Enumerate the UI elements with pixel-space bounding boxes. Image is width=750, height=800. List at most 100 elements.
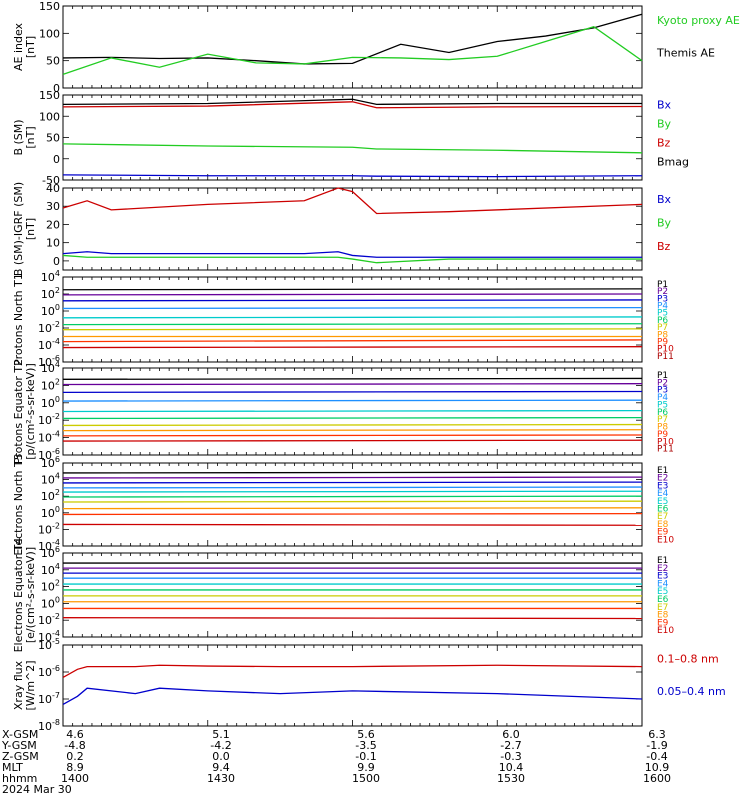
- legend-label: P8: [657, 423, 668, 433]
- series-e5: [62, 490, 643, 493]
- legend-label: P1: [657, 371, 668, 381]
- legend-label: E9: [657, 528, 669, 538]
- y-tick-label: 106: [41, 455, 60, 470]
- y-tick-label: 0: [53, 255, 60, 268]
- y-axis-unit: [e/(cm²-s-sr-keV)]: [24, 547, 37, 643]
- ephemeris-label: hhmm: [2, 772, 37, 785]
- legend-label: E9: [657, 618, 669, 628]
- panel-frame: [62, 462, 643, 547]
- ephemeris-value: -0.3: [500, 750, 521, 763]
- y-tick-label: 100: [41, 303, 60, 318]
- y-tick-label: 104: [41, 472, 60, 487]
- series-by: [62, 254, 642, 264]
- y-tick-label: 10-2: [38, 612, 60, 627]
- legend-label: E7: [657, 603, 668, 613]
- legend-label: P11: [657, 445, 674, 455]
- panel-frame: [62, 644, 643, 727]
- y-tick-label: 10-6: [38, 664, 60, 679]
- ephemeris-value: -3.5: [355, 739, 376, 752]
- series-e4: [62, 486, 643, 489]
- ephemeris-value: 1400: [61, 772, 89, 785]
- legend-label: P4: [657, 302, 668, 312]
- series-p2: [62, 293, 643, 296]
- y-axis-unit: [nT]: [24, 126, 37, 148]
- y-tick-label: 10-4: [38, 538, 60, 553]
- series-bz: [62, 101, 643, 109]
- y-tick-label: 10-7: [38, 691, 60, 706]
- y-tick-label: 10-2: [38, 320, 60, 335]
- ephemeris-value: -0.4: [646, 750, 667, 763]
- y-axis-label: Electrons Equator T4: [12, 538, 25, 653]
- legend-label: P10: [657, 437, 674, 447]
- y-tick-label: 100: [39, 110, 60, 123]
- y-axis-unit: [p/(cm²-s-sr-keV)]: [24, 363, 37, 460]
- y-tick-label: 102: [41, 286, 60, 301]
- y-tick-label: 10-2: [38, 521, 60, 536]
- ephemeris-value: 0.0: [212, 750, 230, 763]
- panel-frame: [62, 5, 643, 89]
- series-bz: [62, 187, 643, 215]
- y-tick-label: 100: [41, 505, 60, 520]
- ephemeris-value: -4.8: [64, 739, 85, 752]
- y-tick-label: 50: [46, 55, 60, 68]
- y-tick-label: 20: [46, 218, 60, 231]
- series-0-1-0-8-nm: [62, 664, 643, 678]
- ephemeris-value: 6.0: [502, 728, 520, 741]
- series-p8: [62, 429, 643, 432]
- y-axis-label: Xray flux: [12, 660, 25, 710]
- y-tick-label: 10-6: [38, 354, 60, 369]
- y-tick-label: 0: [53, 82, 60, 95]
- panel-frame: [62, 94, 643, 181]
- legend-label: Kyoto proxy AE: [657, 14, 740, 27]
- series-p4: [62, 399, 643, 402]
- series-e7: [62, 500, 643, 503]
- y-tick-label: 30: [46, 200, 60, 213]
- y-axis-label: B (SM): [12, 119, 25, 155]
- legend-label: P5: [657, 400, 668, 410]
- series-e10: [62, 617, 643, 620]
- ephemeris-value: 6.3: [648, 728, 666, 741]
- y-tick-label: 104: [41, 360, 60, 375]
- legend: Bx By Bz: [657, 193, 672, 253]
- legend-label: E10: [657, 626, 674, 636]
- legend-label: E2: [657, 564, 668, 574]
- series-bmag: [62, 98, 642, 106]
- y-tick-label: 10-6: [38, 447, 60, 462]
- y-tick-label: 10-2: [38, 412, 60, 427]
- panel-5: 104 102 100 10-2 10-4 10-6 Protons Equator T2[…: [12, 359, 674, 464]
- ephemeris-value: 1530: [497, 772, 525, 785]
- series-p5: [62, 409, 643, 413]
- y-tick-label: -50: [42, 174, 60, 187]
- series-p4: [62, 306, 643, 310]
- y-tick-label: 10: [46, 237, 60, 250]
- y-axis-label: Protons North T1: [12, 273, 25, 366]
- series-e10: [62, 523, 643, 526]
- panel-1: 0 50 100 150 AE index [nT] Kyoto proxy AE Themi…: [12, 0, 740, 95]
- legend-label: 0.05–0.4 nm: [657, 685, 726, 698]
- series-p9: [62, 339, 643, 343]
- ephemeris-value: 0.2: [66, 750, 84, 763]
- legend-label: P3: [657, 294, 668, 304]
- ephemeris-value: 1430: [207, 772, 235, 785]
- series-p7: [62, 423, 643, 427]
- y-tick-label: 106: [41, 545, 60, 560]
- y-axis-label: AE index: [12, 22, 25, 71]
- y-tick-label: 102: [41, 579, 60, 594]
- y-tick-label: 150: [39, 89, 60, 102]
- panel-3: 0 10 20 30 40 B (SM)-IGRF (SM) [nT] Bx By Bz: [12, 182, 672, 276]
- panel-2: -50 0 50 100 150 B (SM) [nT] Bx By Bz Bmag: [12, 89, 689, 187]
- series-p1: [62, 377, 643, 380]
- ephemeris-value: 9.9: [357, 761, 375, 774]
- y-tick-label: 102: [41, 377, 60, 392]
- y-tick-label: 50: [46, 132, 60, 145]
- legend-label: P11: [657, 352, 674, 362]
- series-p10: [62, 439, 643, 442]
- legend-label: Bx: [657, 193, 672, 206]
- ephemeris-value: -2.7: [500, 739, 521, 752]
